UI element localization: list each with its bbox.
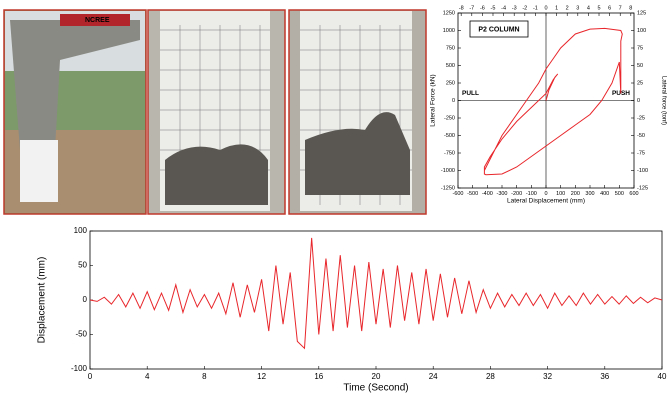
y2-tick-label: 0 — [637, 98, 640, 104]
x-tick-label: 0 — [544, 191, 547, 197]
y-tick-label: 500 — [446, 63, 455, 69]
y2-tick-label: 50 — [637, 63, 643, 69]
y-tick-label: -1250 — [441, 185, 455, 191]
x-tick-label: 0 — [88, 372, 93, 381]
y2-tick-label: -25 — [637, 115, 645, 121]
x2-tick-label: -2 — [522, 5, 527, 11]
y-tick-label: -500 — [444, 133, 455, 139]
x2-tick-label: -5 — [491, 5, 496, 11]
y-tick-label: -750 — [444, 150, 455, 156]
y2-tick-label: 100 — [637, 28, 646, 34]
photo-1: NCREE — [3, 9, 147, 215]
x-tick-label: -400 — [482, 191, 493, 197]
x-tick-label: 16 — [314, 372, 323, 381]
x2-tick-label: 2 — [566, 5, 569, 11]
x-axis-label: Time (Second) — [343, 383, 408, 394]
x2-tick-label: -3 — [512, 5, 517, 11]
x-tick-label: 24 — [429, 372, 438, 381]
x-tick-label: 500 — [615, 191, 624, 197]
title-box — [469, 20, 529, 38]
x-tick-label: 100 — [556, 191, 565, 197]
y2-axis-label: Lateral force (tonf) — [660, 76, 666, 125]
x-tick-label: 4 — [145, 372, 150, 381]
plot-frame — [89, 230, 663, 370]
x2-tick-label: 5 — [597, 5, 600, 11]
y-tick-label: 0 — [452, 98, 455, 104]
y2-tick-label: -50 — [637, 133, 645, 139]
annotation: PUSH — [612, 90, 630, 97]
y2-tick-label: 25 — [637, 80, 643, 86]
y-tick-label: 50 — [78, 261, 87, 270]
y-tick-label: 750 — [446, 45, 455, 51]
x-tick-label: 28 — [486, 372, 495, 381]
x2-tick-label: -4 — [501, 5, 506, 11]
x2-tick-label: 8 — [629, 5, 632, 11]
y2-tick-label: 75 — [637, 45, 643, 51]
x2-tick-label: -7 — [469, 5, 474, 11]
chart-title: P2 COLUMN — [478, 26, 519, 33]
x-tick-label: 12 — [257, 372, 266, 381]
y-tick-label: -250 — [444, 115, 455, 121]
x2-tick-label: -8 — [459, 5, 464, 11]
y-tick-label: 1250 — [443, 10, 455, 16]
x2-tick-label: 0 — [544, 5, 547, 11]
data-line — [89, 237, 663, 350]
x-axis-label: Lateral Displacement (mm) — [507, 198, 585, 205]
x-tick-label: 8 — [202, 372, 207, 381]
x-tick-label: -300 — [496, 191, 507, 197]
x-tick-label: 36 — [600, 372, 609, 381]
x2-tick-label: 6 — [608, 5, 611, 11]
x-tick-label: 32 — [543, 372, 552, 381]
annotation: PULL — [462, 90, 479, 97]
photo-3 — [288, 9, 427, 215]
x-tick-label: -100 — [526, 191, 537, 197]
x-tick-label: 40 — [658, 372, 667, 381]
x2-tick-label: 4 — [587, 5, 590, 11]
y-tick-label: 1000 — [443, 28, 455, 34]
y-axis-label: Displacement (mm) — [37, 257, 48, 344]
data-line — [483, 27, 623, 176]
x-tick-label: 300 — [585, 191, 594, 197]
y-axis-label: Lateral Force (kN) — [430, 74, 437, 126]
x-tick-label: -200 — [511, 191, 522, 197]
y-tick-label: 100 — [74, 226, 88, 235]
x-tick-label: 200 — [571, 191, 580, 197]
photo-label: NCREE — [85, 17, 110, 24]
y-tick-label: -50 — [75, 330, 87, 339]
x2-tick-label: 3 — [576, 5, 579, 11]
y2-tick-label: -100 — [637, 168, 648, 174]
y-tick-label: 250 — [446, 80, 455, 86]
x-tick-label: -600 — [452, 191, 463, 197]
y-tick-label: -100 — [71, 364, 88, 373]
x-tick-label: 20 — [372, 372, 381, 381]
y-tick-label: -1000 — [441, 168, 455, 174]
x-tick-label: 600 — [629, 191, 638, 197]
x-tick-label: -500 — [467, 191, 478, 197]
y-tick-label: 0 — [83, 295, 88, 304]
y2-tick-label: 125 — [637, 10, 646, 16]
x2-tick-label: 7 — [619, 5, 622, 11]
x2-tick-label: 1 — [555, 5, 558, 11]
y2-tick-label: -75 — [637, 150, 645, 156]
x-tick-label: 400 — [600, 191, 609, 197]
x2-tick-label: -1 — [533, 5, 538, 11]
y2-tick-label: -125 — [637, 185, 648, 191]
photo-2 — [147, 9, 286, 215]
x2-tick-label: -6 — [480, 5, 485, 11]
